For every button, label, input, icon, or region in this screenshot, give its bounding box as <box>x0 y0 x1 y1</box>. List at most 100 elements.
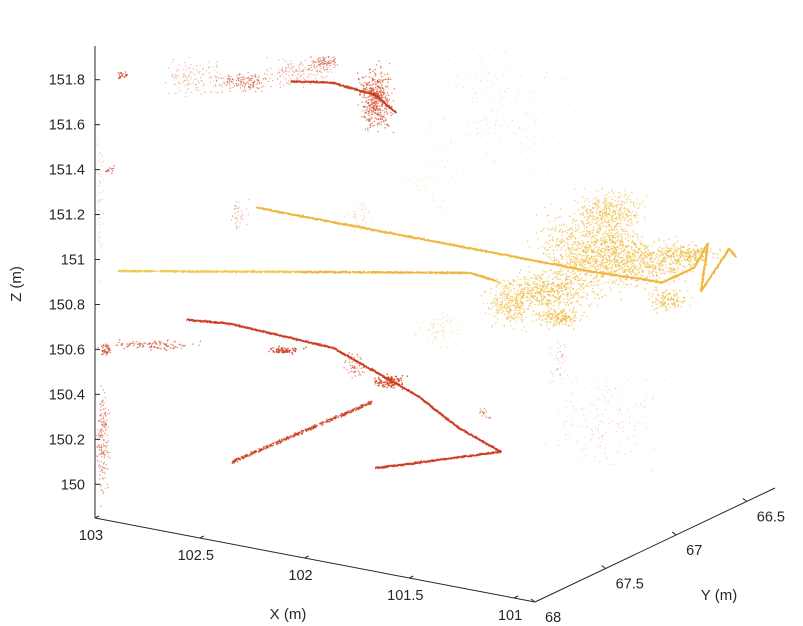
cloud-point <box>323 66 324 67</box>
cloud-point <box>199 73 200 74</box>
cloud-point <box>386 79 388 81</box>
cloud-point <box>621 260 623 262</box>
cloud-point <box>617 236 619 238</box>
cloud-point <box>612 267 614 269</box>
cloud-point <box>153 346 155 348</box>
cloud-point <box>370 107 372 109</box>
cloud-point <box>679 254 681 256</box>
cloud-point <box>289 84 290 85</box>
cloud-point <box>604 202 606 204</box>
cloud-point <box>672 261 674 263</box>
cloud-point <box>598 414 599 415</box>
cloud-point <box>564 286 566 288</box>
cloud-point <box>625 214 627 216</box>
cloud-point <box>600 263 602 265</box>
cloud-point <box>160 348 162 350</box>
cloud-point <box>518 290 520 292</box>
cloud-point <box>208 61 209 62</box>
cloud-point <box>514 298 516 300</box>
cloud-point <box>286 349 288 351</box>
cloud-point <box>596 281 598 283</box>
cloud-point <box>502 300 504 302</box>
cloud-point <box>604 251 606 253</box>
cloud-point <box>681 254 683 256</box>
cloud-point <box>634 273 636 275</box>
cloud-point <box>624 189 626 191</box>
cloud-point <box>674 305 676 307</box>
cloud-point <box>323 77 324 78</box>
cloud-point <box>371 98 373 100</box>
cloud-point <box>283 347 285 349</box>
cloud-point <box>637 214 639 216</box>
cloud-point <box>553 376 554 377</box>
cloud-point <box>625 287 627 289</box>
cloud-point <box>544 271 546 273</box>
cloud-point <box>588 201 590 203</box>
cloud-point <box>506 311 508 313</box>
cloud-point <box>109 452 110 453</box>
cloud-point <box>618 200 620 202</box>
cloud-point <box>661 260 663 262</box>
cloud-point <box>623 272 625 274</box>
cloud-point <box>325 57 326 58</box>
cloud-point <box>107 487 108 488</box>
cloud-point <box>680 248 682 250</box>
cloud-point <box>557 274 559 276</box>
cloud-point <box>516 312 518 314</box>
cloud-point <box>602 188 604 190</box>
cloud-point <box>519 286 521 288</box>
cloud-point <box>381 94 383 96</box>
cloud-point <box>658 258 660 260</box>
cloud-point <box>543 287 545 289</box>
cloud-point <box>558 317 560 319</box>
cloud-point <box>517 313 519 315</box>
cloud-point <box>502 286 504 288</box>
cloud-point <box>653 271 655 273</box>
cloud-point <box>566 226 568 228</box>
cloud-point <box>494 161 495 162</box>
cloud-point <box>626 246 628 248</box>
cloud-point <box>688 260 690 262</box>
cloud-point <box>612 250 614 252</box>
cloud-point <box>568 299 570 301</box>
cloud-point <box>526 308 528 310</box>
cloud-point <box>320 57 321 58</box>
cloud-point <box>596 409 597 410</box>
cloud-point <box>277 68 278 69</box>
cloud-point <box>659 269 661 271</box>
cloud-point <box>548 308 550 310</box>
cloud-point <box>637 239 639 241</box>
cloud-point <box>552 282 554 284</box>
cloud-point <box>597 264 599 266</box>
cloud-point <box>654 268 656 270</box>
cloud-point <box>673 300 675 302</box>
cloud-point <box>608 236 610 238</box>
cloud-point <box>593 236 595 238</box>
cloud-point <box>543 228 545 230</box>
cloud-point <box>193 81 194 82</box>
cloud-point <box>619 217 621 219</box>
cloud-point <box>588 406 589 407</box>
cloud-point <box>631 241 633 243</box>
cloud-point <box>499 283 501 285</box>
cloud-point <box>516 316 518 318</box>
cloud-point <box>679 290 681 292</box>
cloud-point <box>648 266 650 268</box>
cloud-point <box>558 440 559 441</box>
cloud-point <box>106 434 107 435</box>
cloud-point <box>623 254 625 256</box>
cloud-point <box>377 385 379 387</box>
cloud-point <box>223 78 224 79</box>
cloud-point <box>571 321 573 323</box>
cloud-point <box>509 300 511 302</box>
cloud-point <box>489 314 491 316</box>
cloud-point <box>597 221 599 223</box>
cloud-point <box>550 203 552 205</box>
cloud-point <box>593 244 595 246</box>
cloud-point <box>595 427 596 428</box>
cloud-point <box>372 99 374 101</box>
cloud-point <box>281 69 282 70</box>
cloud-point <box>587 222 589 224</box>
cloud-point <box>272 347 274 349</box>
cloud-point <box>631 255 633 257</box>
